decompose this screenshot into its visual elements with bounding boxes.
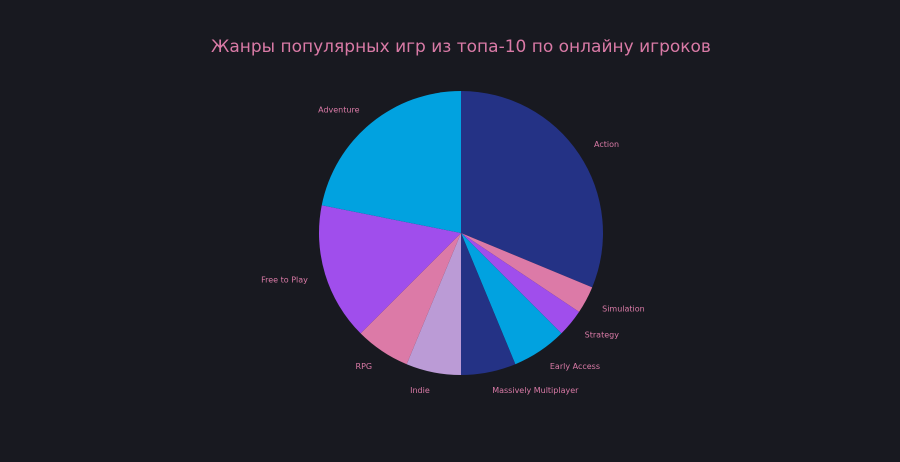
pie-slice-rpg — [360, 233, 461, 365]
pie-label-indie: Indie — [410, 386, 430, 395]
pie-slice-free-to-play — [319, 205, 461, 334]
pie-label-strategy: Strategy — [585, 331, 620, 340]
pie-slice-indie — [406, 233, 461, 375]
pie-label-early-access: Early Access — [550, 362, 600, 371]
pie-labels: Action Simulation Strategy Early Access Mass… — [261, 105, 645, 395]
pie-slice-early-access — [461, 233, 562, 365]
pie-slice-massively-multiplayer — [461, 233, 516, 375]
pie-label-massively-multiplayer: Massively Multiplayer — [492, 386, 579, 395]
pie-slice-adventure — [321, 91, 461, 233]
pie-slice-strategy — [461, 233, 580, 334]
chart-title: Жанры популярных игр из топа-10 по онлай… — [211, 37, 711, 57]
pie-slice-action — [461, 91, 603, 288]
pie-label-free-to-play: Free to Play — [261, 275, 308, 284]
pie-label-simulation: Simulation — [602, 304, 645, 313]
pie-slices — [319, 91, 603, 375]
pie-label-adventure: Adventure — [318, 105, 359, 114]
pie-label-rpg: RPG — [356, 362, 373, 371]
pie-slice-simulation — [461, 233, 593, 312]
pie-label-action: Action — [594, 140, 619, 149]
